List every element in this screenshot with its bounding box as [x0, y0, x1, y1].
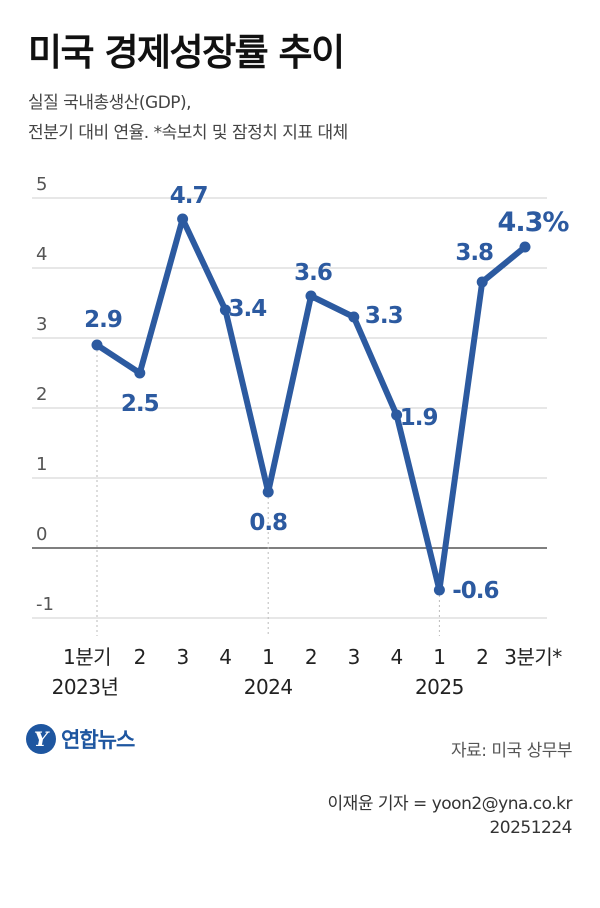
data-label: 4.7: [170, 183, 208, 209]
x-tick-label: 3: [348, 645, 360, 669]
y-tick-label: 5: [36, 174, 47, 195]
data-label: -0.6: [452, 578, 498, 604]
y-tick-label: -1: [36, 594, 54, 615]
credit-block: 이재윤 기자 = yoon2@yna.co.kr 20251224: [327, 792, 573, 840]
year-label: 2024: [244, 675, 293, 699]
data-point: [134, 367, 146, 379]
data-point: [476, 276, 488, 288]
subtitle-line-1: 실질 국내총생산(GDP),: [28, 93, 192, 113]
subtitle-line-2: 전분기 대비 연율. *속보치 및 잠정치 지표 대체: [28, 123, 348, 143]
data-label: 3.6: [294, 260, 332, 286]
data-point: [348, 311, 360, 323]
data-point: [177, 213, 189, 225]
data-point: [391, 409, 403, 421]
x-tick-label: 1: [262, 645, 274, 669]
data-point: [219, 304, 231, 316]
year-label: 2023년: [52, 675, 119, 699]
y-tick-label: 4: [36, 244, 47, 265]
x-tick-label: 1분기: [63, 645, 111, 669]
data-point: [519, 241, 531, 253]
publish-date: 20251224: [489, 818, 572, 838]
data-point: [305, 290, 317, 302]
x-tick-label: 4: [219, 645, 231, 669]
y-tick-label: 0: [36, 524, 47, 545]
y-tick-label: 3: [36, 314, 47, 335]
data-label: 3.8: [455, 240, 493, 266]
data-label: 2.9: [84, 307, 122, 333]
chart-title: 미국 경제성장률 추이: [28, 31, 345, 74]
x-tick-label: 3: [176, 645, 188, 669]
x-tick-label: 3분기*: [504, 645, 562, 669]
data-label: 2.5: [121, 391, 159, 417]
data-point: [91, 339, 103, 351]
yonhap-logo-text: 연합뉴스: [61, 728, 135, 752]
x-tick-label: 1: [433, 645, 445, 669]
x-tick-label: 4: [390, 645, 402, 669]
data-label: 3.3: [365, 303, 403, 329]
data-label: 1.9: [400, 405, 438, 431]
data-label: 3.4: [229, 296, 267, 322]
source-note: 자료: 미국 상무부: [450, 741, 573, 761]
yonhap-logo-icon: Y: [26, 724, 56, 754]
data-point: [262, 486, 274, 498]
data-label: 0.8: [249, 510, 287, 536]
y-tick-label: 2: [36, 384, 47, 405]
data-point: [433, 584, 445, 596]
reporter-credit: 이재윤 기자 = yoon2@yna.co.kr: [327, 794, 573, 814]
y-tick-label: 1: [36, 454, 47, 475]
data-label: 4.3%: [498, 207, 570, 238]
x-tick-label: 2: [305, 645, 317, 669]
line-chart: 543210-12.92.54.73.40.83.63.31.9-0.63.84…: [32, 174, 570, 699]
yonhap-logo: Y 연합뉴스: [26, 724, 135, 754]
x-tick-label: 2: [476, 645, 488, 669]
x-tick-label: 2: [134, 645, 146, 669]
chart-subtitle: 실질 국내총생산(GDP), 전분기 대비 연율. *속보치 및 잠정치 지표 …: [28, 88, 348, 148]
year-label: 2025: [415, 675, 464, 699]
